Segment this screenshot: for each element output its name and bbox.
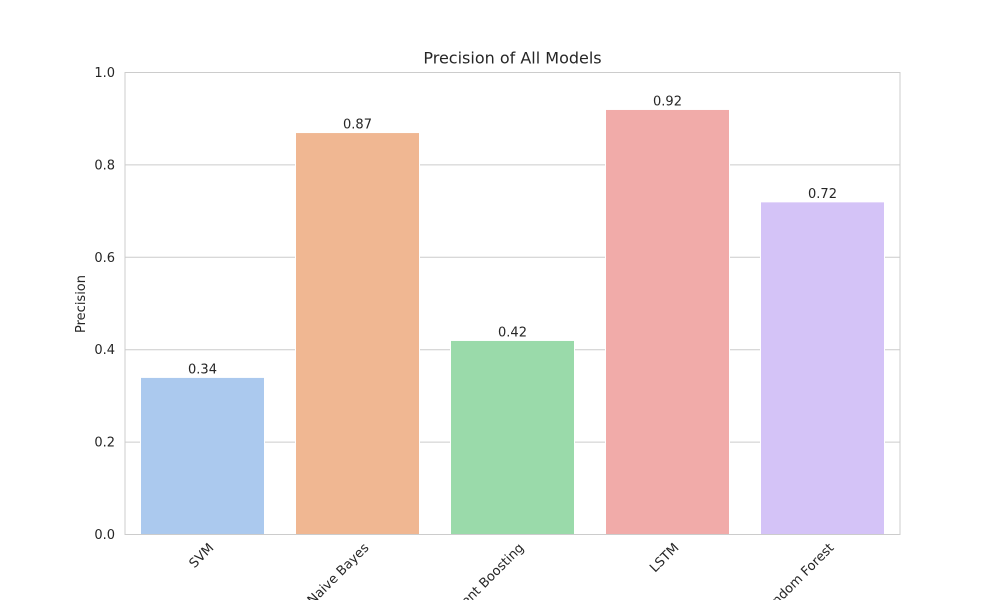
y-tick-label: 0.6 (94, 251, 115, 266)
bar-value-label: 0.34 (188, 362, 217, 377)
bar-gradient-boosting (450, 339, 575, 535)
bar-value-label: 0.92 (653, 94, 682, 109)
y-tick-label: 1.0 (94, 66, 115, 81)
bar-svm (140, 376, 265, 536)
y-tick-label: 0.0 (94, 528, 115, 543)
bar-value-label: 0.87 (343, 118, 372, 133)
bar-naive-bayes (295, 132, 420, 535)
y-tick-label: 0.4 (94, 343, 115, 358)
x-tick-label: SVM (187, 541, 218, 572)
x-tick-label: Gradient Boosting (434, 541, 528, 600)
bar-random-forest (760, 201, 885, 536)
chart-title: Precision of All Models (423, 49, 601, 68)
x-tick-label: Naive Bayes (305, 541, 373, 600)
x-tick-label: Random Forest (758, 541, 838, 600)
bar-value-label: 0.72 (808, 187, 837, 202)
bar-value-label: 0.42 (498, 325, 527, 340)
bar-value-labels: 0.34 0.87 0.42 0.92 0.72 (188, 94, 837, 377)
plot-frame (124, 72, 901, 535)
x-axis-ticks: SVM Naive Bayes Gradient Boosting LSTM Rando… (187, 541, 838, 600)
bars (140, 108, 885, 536)
y-tick-label: 0.8 (94, 158, 115, 173)
x-tick-label: LSTM (647, 541, 682, 576)
bar-lstm (605, 108, 730, 536)
y-axis-label: Precision (74, 275, 89, 333)
y-tick-label: 0.2 (94, 436, 115, 451)
y-axis-ticks: 0.0 0.2 0.4 0.6 0.8 1.0 (94, 66, 115, 543)
